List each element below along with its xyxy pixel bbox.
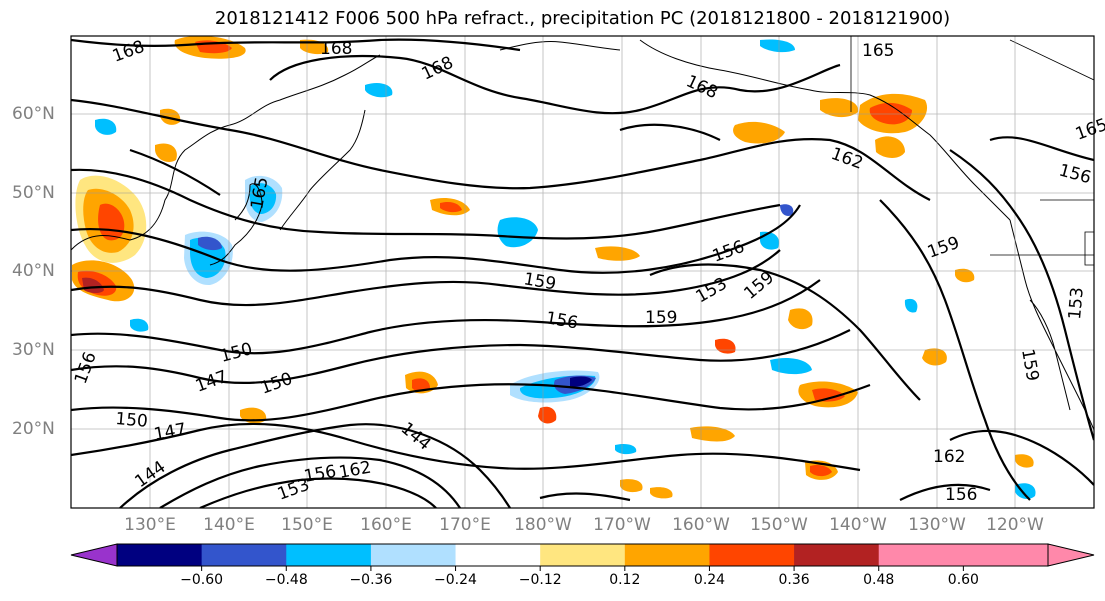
colorbar-tick-label: −0.12 bbox=[518, 572, 562, 588]
colorbar-tick-label: −0.36 bbox=[349, 572, 393, 588]
lon-label-170e: 170°E bbox=[439, 515, 491, 535]
colorbar-segment bbox=[709, 544, 795, 566]
lon-label-130e: 130°E bbox=[124, 515, 176, 535]
lon-label-120w: 120°W bbox=[986, 515, 1044, 535]
colorbar-segment bbox=[878, 544, 964, 566]
colorbar-segment bbox=[794, 544, 880, 566]
lon-label-150w: 150°W bbox=[750, 515, 808, 535]
colorbar-tick-label: −0.48 bbox=[264, 572, 308, 588]
colorbar-tick-label: 0.24 bbox=[693, 572, 726, 588]
colorbar-segment bbox=[286, 544, 372, 566]
colorbar-tick-label: 0.60 bbox=[947, 572, 979, 588]
colorbar-frame bbox=[116, 543, 1049, 567]
contour-label: 165 bbox=[862, 41, 894, 61]
lon-label-170w: 170°W bbox=[593, 515, 651, 535]
contour-label: 156 bbox=[945, 485, 977, 505]
lat-label-20n: 20°N bbox=[12, 419, 55, 439]
colorbar-segment bbox=[455, 544, 541, 566]
contour-label: 150 bbox=[115, 409, 149, 432]
lon-label-160w: 160°W bbox=[672, 515, 730, 535]
lon-label-180w: 180°W bbox=[514, 515, 572, 535]
colorbar-under-triangle bbox=[70, 543, 118, 567]
colorbar-tick-label: 0.48 bbox=[863, 572, 895, 588]
colorbar-segment bbox=[963, 544, 1049, 566]
colorbar-tick-label: 0.36 bbox=[778, 572, 810, 588]
colorbar-tick-label: 0.12 bbox=[609, 572, 641, 588]
lon-label-140w: 140°W bbox=[829, 515, 887, 535]
lon-label-140e: 140°E bbox=[203, 515, 255, 535]
gridlines bbox=[71, 36, 1094, 508]
colorbar bbox=[70, 543, 1095, 571]
colorbar-ticks bbox=[201, 566, 964, 571]
lon-label-160e: 160°E bbox=[360, 515, 412, 535]
colorbar-segment bbox=[624, 544, 710, 566]
coastlines bbox=[71, 39, 1094, 431]
contour-label: 153 bbox=[1065, 286, 1088, 320]
contour-label: 162 bbox=[933, 447, 965, 467]
refractivity-contours bbox=[71, 38, 1094, 508]
colorbar-segments bbox=[117, 544, 1049, 566]
contour-label: 168 bbox=[320, 39, 352, 59]
map-title: 2018121412 F006 500 hPa refract., precip… bbox=[214, 8, 951, 29]
lon-label-130w: 130°W bbox=[908, 515, 966, 535]
colorbar-segment bbox=[370, 544, 457, 566]
lat-label-60n: 60°N bbox=[12, 104, 55, 124]
colorbar-tick-label: −0.24 bbox=[434, 572, 477, 588]
colorbar-segment bbox=[117, 544, 203, 566]
colorbar-segment bbox=[201, 544, 287, 566]
map-border bbox=[70, 35, 1095, 509]
lat-label-40n: 40°N bbox=[12, 261, 55, 281]
lat-label-50n: 50°N bbox=[12, 183, 55, 203]
borders bbox=[850, 36, 1094, 266]
lon-label-150e: 150°E bbox=[281, 515, 333, 535]
colorbar-over-triangle bbox=[1047, 543, 1095, 567]
colorbar-segment bbox=[540, 544, 626, 566]
contour-label: 159 bbox=[645, 308, 677, 328]
lat-label-30n: 30°N bbox=[12, 340, 55, 360]
colorbar-tick-label: −0.60 bbox=[180, 572, 224, 588]
